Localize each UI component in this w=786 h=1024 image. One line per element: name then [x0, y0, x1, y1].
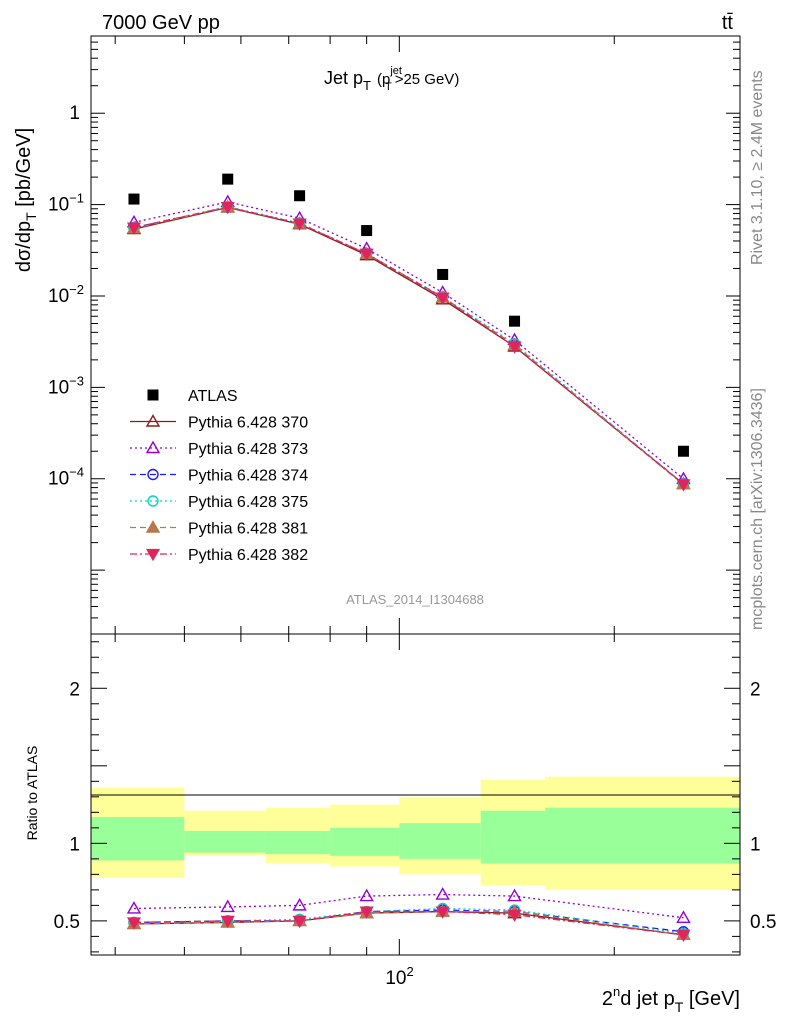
legend-marker [147, 495, 159, 507]
ratio-data-point [507, 888, 522, 902]
ratio-series-line [133, 909, 684, 933]
legend-entry-4: Pythia 6.428 375 [130, 494, 308, 511]
ratio-band-inner [330, 827, 400, 856]
header-left: 7000 GeV pp [102, 12, 220, 34]
ratio-data-point [126, 917, 142, 930]
header-right: tt̄ [722, 12, 734, 34]
ratio-data-point [435, 887, 450, 900]
legend-entry-2: Pythia 6.428 373 [130, 440, 308, 458]
legend-entry-3: Pythia 6.428 374 [130, 468, 308, 485]
legend-marker [145, 414, 161, 427]
legend-label: Pythia 6.428 381 [188, 521, 308, 538]
ratio-data-point [292, 915, 307, 929]
ratio-marks [126, 887, 691, 943]
ratio-y-tick-label: 1 [69, 834, 80, 855]
main-series-0 [128, 173, 689, 457]
legend-entry-5: Pythia 6.428 381 [130, 520, 308, 538]
analysis-watermark: ATLAS_2014_I1304688 [346, 592, 484, 607]
ratio-y-tick-label-right: 1 [750, 834, 761, 855]
main-data-point [677, 445, 689, 457]
main-data-point [507, 341, 522, 354]
legend-label: Pythia 6.428 370 [188, 415, 308, 432]
ratio-series-5 [126, 906, 691, 943]
ratio-band-inner [545, 807, 740, 864]
ratio-bands [91, 776, 740, 890]
ratio-band-inner [184, 830, 266, 853]
main-y-tick-label: 1 [69, 103, 80, 124]
ratio-series-line [133, 910, 684, 936]
legend-label: Pythia 6.428 382 [188, 547, 308, 564]
main-data-point [222, 173, 234, 185]
ratio-y-tick-label-right: 0.5 [750, 912, 776, 933]
ratio-y-label: Ratio to ATLAS [24, 746, 40, 841]
main-y-tick-label: 10−3 [48, 373, 84, 398]
ratio-data-point [507, 909, 522, 922]
legend-entry-1: Pythia 6.428 370 [130, 414, 308, 432]
ratio-band-inner [399, 823, 481, 859]
ratio-data-point [126, 901, 142, 914]
ratio-data-point [292, 897, 307, 911]
legend-marker [147, 468, 159, 481]
ratio-axes: 0.5 0.5 1 1 2 2 102 [54, 634, 776, 989]
ratio-data-point [220, 899, 235, 913]
mcplots-label: mcplots.cern.ch [arXiv:1306.3436] [749, 388, 766, 630]
main-series-6 [126, 201, 691, 492]
ratio-y-tick-label: 2 [69, 679, 80, 700]
main-data-point [435, 292, 450, 305]
main-panel: 1 10−1 10−2 10−3 10−4 Jet pT (pjet T >25 GeV) d… [13, 35, 741, 635]
legend-label: Pythia 6.428 373 [188, 441, 308, 458]
main-data-point [437, 268, 449, 280]
ratio-data-point [676, 929, 691, 943]
ratio-data-point [435, 906, 450, 919]
ratio-band-inner [480, 810, 546, 864]
main-y-tick-label: 10−2 [48, 282, 84, 307]
legend-label: Pythia 6.428 375 [188, 494, 308, 511]
main-data-point [361, 225, 373, 237]
ratio-band-inner [265, 830, 331, 855]
legend-marker [147, 389, 159, 401]
legend-marker [145, 520, 161, 533]
main-axes: 1 10−1 10−2 10−3 10−4 [48, 35, 741, 635]
main-data-point [126, 222, 142, 235]
legend-label: Pythia 6.428 374 [188, 468, 308, 485]
ratio-data-point [220, 915, 235, 929]
main-marks [126, 173, 691, 492]
main-series-line [133, 201, 684, 480]
ratio-frame [90, 633, 741, 956]
legend: ATLAS Pythia 6.428 370 Pythia 6.428 373 Pyt… [130, 388, 308, 564]
legend-label: ATLAS [188, 388, 238, 405]
main-data-point [294, 190, 306, 202]
main-frame [90, 35, 741, 635]
main-data-point [292, 218, 307, 231]
ratio-data-point [676, 910, 691, 923]
x-axis-label: 2nd jet pT [GeV] [602, 984, 740, 1015]
main-y-tick-label: 10−1 [48, 191, 84, 216]
main-y-tick-label: 10−4 [48, 465, 84, 490]
legend-marker [145, 548, 161, 562]
rivet-version-label: Rivet 3.1.10, ≥ 2.4M events [749, 70, 766, 265]
ratio-series-line [133, 893, 684, 919]
ratio-panel: 0.5 0.5 1 1 2 2 102 Ratio to ATLAS 2nd jet pT … [24, 633, 776, 1015]
main-data-point [128, 193, 140, 205]
x-tick-label: 102 [385, 964, 413, 989]
ratio-band-inner [91, 816, 185, 861]
main-data-point [359, 248, 374, 261]
ratio-series-1 [126, 887, 691, 923]
main-data-point [220, 201, 235, 215]
main-title: Jet pT (pjet T >25 GeV) [324, 65, 459, 93]
legend-marker [145, 440, 161, 454]
ratio-y-tick-label-right: 2 [750, 679, 761, 700]
main-data-point [676, 479, 691, 492]
ratio-data-point [359, 888, 374, 902]
main-data-point [509, 315, 521, 327]
main-y-label: dσ/dpT [pb/GeV] [13, 128, 39, 272]
ratio-y-tick-label: 0.5 [54, 912, 80, 933]
legend-entry-0: ATLAS [147, 388, 238, 405]
legend-entry-6: Pythia 6.428 382 [130, 547, 308, 564]
ratio-data-point [359, 906, 374, 919]
